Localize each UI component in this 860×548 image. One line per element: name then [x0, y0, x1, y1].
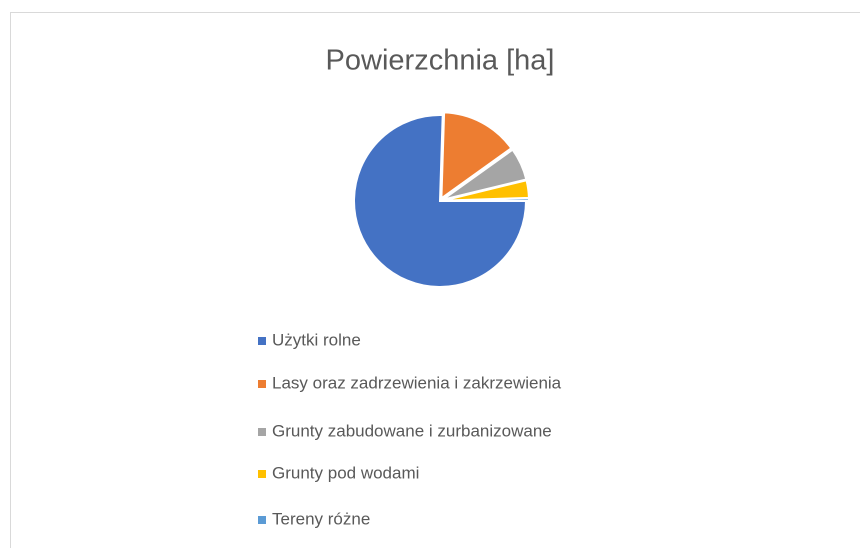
pie-slice	[442, 197, 531, 202]
legend-label: Grunty zabudowane i zurbanizowane	[272, 421, 552, 440]
legend-swatch	[258, 470, 266, 478]
pie-slice	[440, 111, 513, 201]
pie-slice	[353, 114, 528, 288]
chart-title: Powierzchnia [ha]	[326, 45, 555, 77]
legend-label: Lasy oraz zadrzewienia i zakrzewienia	[272, 373, 562, 392]
legend-label: Grunty pod wodami	[272, 463, 419, 482]
legend-label: Tereny różne	[272, 509, 370, 528]
legend-swatch	[258, 337, 266, 345]
legend-swatch	[258, 428, 266, 436]
legend-swatch	[258, 516, 266, 524]
legend-label: Użytki rolne	[272, 330, 361, 349]
legend-swatch	[258, 380, 266, 388]
